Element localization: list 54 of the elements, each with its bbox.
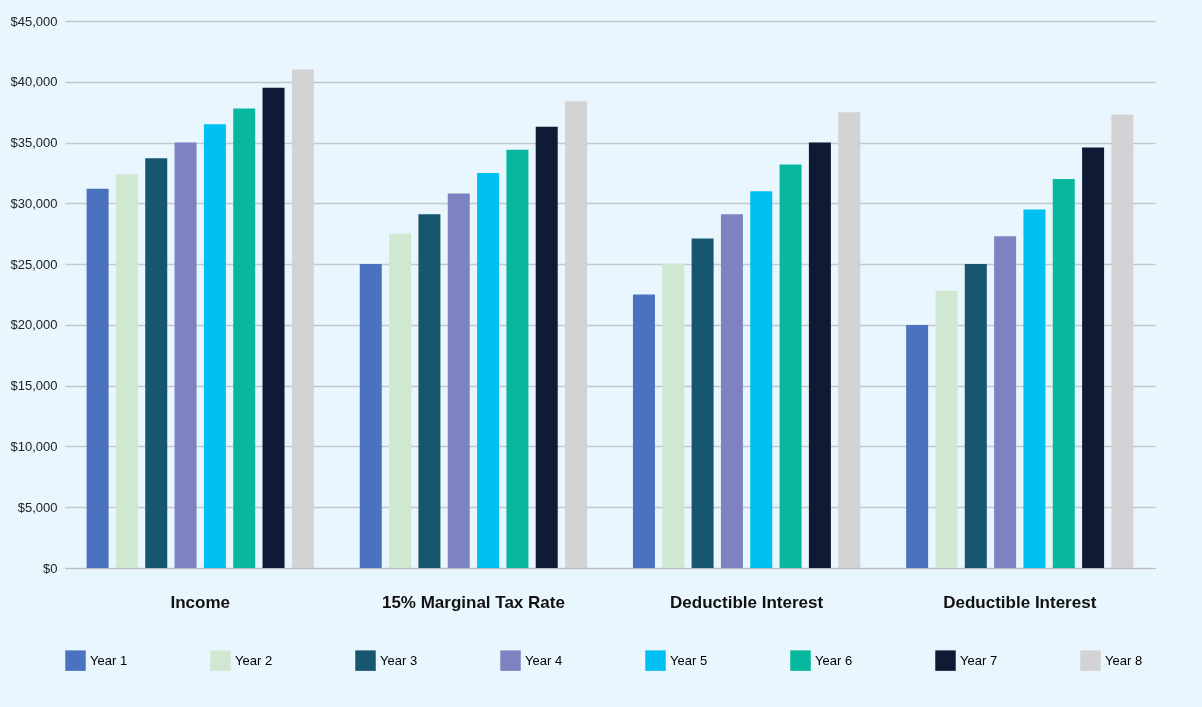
bar — [838, 112, 861, 568]
y-tick-label: $10,000 — [10, 438, 58, 454]
bar — [779, 164, 802, 568]
bar — [262, 87, 285, 568]
bar — [506, 149, 529, 568]
bar — [632, 294, 655, 568]
bar — [750, 191, 773, 568]
bar — [389, 233, 412, 568]
legend-label: Year 2 — [235, 652, 273, 668]
y-tick-label: $40,000 — [10, 74, 58, 90]
legend-label: Year 1 — [90, 652, 128, 668]
x-tick-label: Income — [170, 592, 230, 612]
y-tick-label: $35,000 — [10, 135, 58, 151]
bar — [935, 290, 958, 568]
bar — [477, 172, 500, 568]
legend-label: Year 3 — [380, 652, 418, 668]
bar — [86, 188, 109, 568]
bar — [535, 126, 558, 568]
bar — [359, 264, 382, 568]
bar — [291, 69, 314, 568]
legend-label: Year 8 — [1105, 652, 1143, 668]
y-tick-label: $45,000 — [10, 13, 58, 29]
x-tick-label: Deductible Interest — [943, 592, 1097, 612]
bar — [994, 236, 1017, 568]
bar — [1052, 179, 1075, 568]
legend-label: Year 7 — [960, 652, 998, 668]
bar — [233, 108, 256, 568]
bar — [447, 193, 470, 568]
y-tick-label: $30,000 — [10, 195, 58, 211]
y-tick-label: $20,000 — [10, 317, 58, 333]
bar — [418, 214, 441, 568]
bar — [203, 124, 226, 568]
legend-label: Year 4 — [525, 652, 563, 668]
bar — [1023, 209, 1046, 568]
bar — [662, 264, 685, 568]
bar — [964, 264, 987, 568]
bar — [1082, 147, 1105, 568]
x-tick-label: 15% Marginal Tax Rate — [381, 592, 565, 612]
bar — [906, 324, 929, 568]
bar — [691, 238, 714, 568]
y-tick-label: $5,000 — [17, 499, 58, 515]
bar — [145, 158, 168, 568]
legend-label: Year 5 — [670, 652, 708, 668]
bar — [565, 101, 588, 568]
y-tick-label: $25,000 — [10, 256, 58, 272]
bar — [720, 214, 743, 568]
legend-label: Year 6 — [815, 652, 853, 668]
x-tick-label: Deductible Interest — [670, 592, 824, 612]
bar — [174, 142, 197, 568]
y-tick-label: $15,000 — [10, 378, 58, 394]
y-tick-label: $0 — [43, 560, 58, 576]
bar — [115, 174, 138, 568]
bar — [808, 142, 831, 568]
bar — [1111, 114, 1134, 568]
